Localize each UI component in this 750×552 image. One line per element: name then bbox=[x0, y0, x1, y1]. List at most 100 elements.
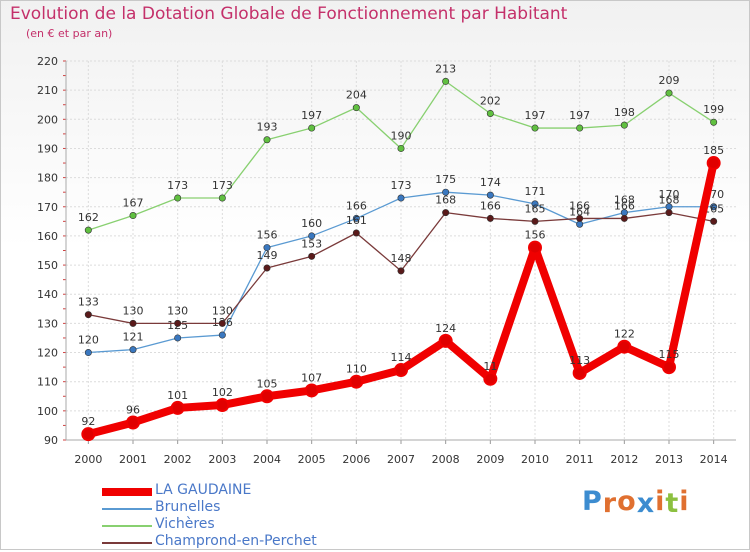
data-label-vicheres: 173 bbox=[212, 179, 233, 192]
data-label-champrond-en-perchet: 168 bbox=[659, 194, 680, 207]
data-point-vicheres bbox=[352, 104, 360, 112]
data-label-champrond-en-perchet: 130 bbox=[212, 304, 233, 317]
data-label-la-gaudaine: 102 bbox=[212, 386, 233, 399]
data-point-brunelles bbox=[710, 203, 718, 211]
x-tick-label: 2012 bbox=[610, 453, 638, 466]
data-label-vicheres: 209 bbox=[659, 74, 680, 87]
x-tick-label: 2003 bbox=[208, 453, 236, 466]
data-point-champrond-en-perchet bbox=[263, 264, 271, 272]
data-label-brunelles: 174 bbox=[480, 176, 501, 189]
data-label-la-gaudaine: 11 bbox=[483, 360, 497, 373]
x-tick-label: 2008 bbox=[432, 453, 460, 466]
data-label-vicheres: 173 bbox=[167, 179, 188, 192]
data-label-la-gaudaine: 101 bbox=[167, 389, 188, 402]
data-label-vicheres: 197 bbox=[569, 109, 590, 122]
logo-letter: r bbox=[602, 488, 618, 519]
data-label-la-gaudaine: 105 bbox=[257, 377, 278, 390]
data-label-champrond-en-perchet: 149 bbox=[257, 249, 278, 262]
logo-letter: i bbox=[655, 486, 666, 517]
data-label-champrond-en-perchet: 166 bbox=[569, 199, 590, 212]
data-label-la-gaudaine: 122 bbox=[614, 328, 635, 341]
data-label-brunelles: 168 bbox=[614, 194, 635, 207]
data-label-la-gaudaine: 110 bbox=[346, 363, 367, 376]
data-label-brunelles: 175 bbox=[435, 173, 456, 186]
y-tick-label: 110 bbox=[37, 376, 58, 389]
data-point-champrond-en-perchet bbox=[576, 214, 584, 222]
data-label-vicheres: 162 bbox=[78, 211, 99, 224]
data-label-la-gaudaine: 113 bbox=[569, 354, 590, 367]
logo-letter: o bbox=[617, 486, 637, 517]
y-tick-label: 150 bbox=[37, 259, 58, 272]
data-label-brunelles: 156 bbox=[257, 229, 278, 242]
data-point-brunelles bbox=[218, 331, 226, 339]
y-tick-label: 100 bbox=[37, 405, 58, 418]
data-point-brunelles bbox=[531, 200, 539, 208]
data-label-brunelles: 121 bbox=[123, 331, 144, 344]
data-point-vicheres bbox=[531, 124, 539, 132]
proxiti-logo: Proxiti bbox=[582, 486, 690, 519]
data-point-vicheres bbox=[218, 194, 226, 202]
data-point-champrond-en-perchet bbox=[174, 319, 182, 327]
data-point-champrond-en-perchet bbox=[308, 252, 316, 260]
x-tick-label: 2004 bbox=[253, 453, 281, 466]
data-point-vicheres bbox=[308, 124, 316, 132]
data-point-la-gaudaine bbox=[528, 240, 542, 255]
data-label-vicheres: 197 bbox=[525, 109, 546, 122]
data-point-la-gaudaine bbox=[438, 333, 453, 348]
data-point-champrond-en-perchet bbox=[218, 319, 226, 327]
data-point-vicheres bbox=[174, 194, 182, 202]
data-label-vicheres: 198 bbox=[614, 106, 635, 119]
data-point-vicheres bbox=[129, 212, 137, 220]
data-point-brunelles bbox=[576, 220, 584, 228]
data-point-la-gaudaine bbox=[394, 363, 408, 378]
data-label-vicheres: 213 bbox=[435, 62, 456, 75]
y-tick-label: 140 bbox=[37, 288, 58, 301]
data-point-brunelles bbox=[352, 214, 360, 222]
data-point-vicheres bbox=[263, 136, 271, 144]
x-tick-label: 2007 bbox=[387, 453, 415, 466]
data-point-champrond-en-perchet bbox=[710, 217, 718, 225]
y-tick-label: 190 bbox=[37, 142, 58, 155]
legend-label: Champrond-en-Perchet bbox=[155, 533, 317, 549]
x-tick-label: 2010 bbox=[521, 453, 549, 466]
legend-swatch bbox=[102, 508, 152, 510]
data-point-brunelles bbox=[442, 188, 450, 196]
data-point-la-gaudaine bbox=[572, 365, 587, 380]
data-point-champrond-en-perchet bbox=[665, 209, 673, 217]
data-point-la-gaudaine bbox=[662, 360, 676, 375]
data-point-brunelles bbox=[174, 334, 182, 342]
data-point-brunelles bbox=[486, 191, 494, 199]
data-label-la-gaudaine: 115 bbox=[659, 348, 680, 361]
data-point-la-gaudaine bbox=[126, 415, 140, 430]
x-tick-label: 2005 bbox=[298, 453, 326, 466]
data-label-vicheres: 193 bbox=[257, 121, 278, 134]
data-point-la-gaudaine bbox=[81, 427, 96, 442]
data-point-vicheres bbox=[84, 226, 92, 234]
x-tick-label: 2011 bbox=[566, 453, 594, 466]
data-point-vicheres bbox=[442, 77, 450, 85]
y-tick-label: 200 bbox=[37, 113, 58, 126]
data-label-brunelles: 160 bbox=[301, 217, 322, 230]
data-label-champrond-en-perchet: 153 bbox=[301, 237, 322, 250]
data-point-champrond-en-perchet bbox=[620, 214, 628, 222]
data-label-champrond-en-perchet: 166 bbox=[614, 199, 635, 212]
logo-letter: P bbox=[582, 486, 603, 517]
data-point-champrond-en-perchet bbox=[442, 209, 450, 217]
legend-swatch bbox=[102, 542, 152, 544]
legend-label: Brunelles bbox=[155, 499, 221, 515]
y-tick-label: 90 bbox=[44, 434, 58, 447]
data-label-champrond-en-perchet: 130 bbox=[167, 304, 188, 317]
data-point-champrond-en-perchet bbox=[397, 267, 405, 275]
data-label-brunelles: 164 bbox=[569, 205, 590, 218]
data-point-la-gaudaine bbox=[483, 371, 498, 386]
logo-letter: x bbox=[636, 488, 656, 519]
chart-title: Evolution de la Dotation Globale de Fonc… bbox=[10, 4, 568, 24]
data-point-la-gaudaine bbox=[260, 389, 274, 404]
data-point-la-gaudaine bbox=[617, 339, 632, 354]
data-label-brunelles: 120 bbox=[78, 334, 99, 347]
legend-label: Vichères bbox=[155, 516, 215, 532]
data-point-la-gaudaine bbox=[706, 156, 721, 171]
data-point-brunelles bbox=[129, 346, 137, 354]
y-tick-label: 170 bbox=[37, 201, 58, 214]
